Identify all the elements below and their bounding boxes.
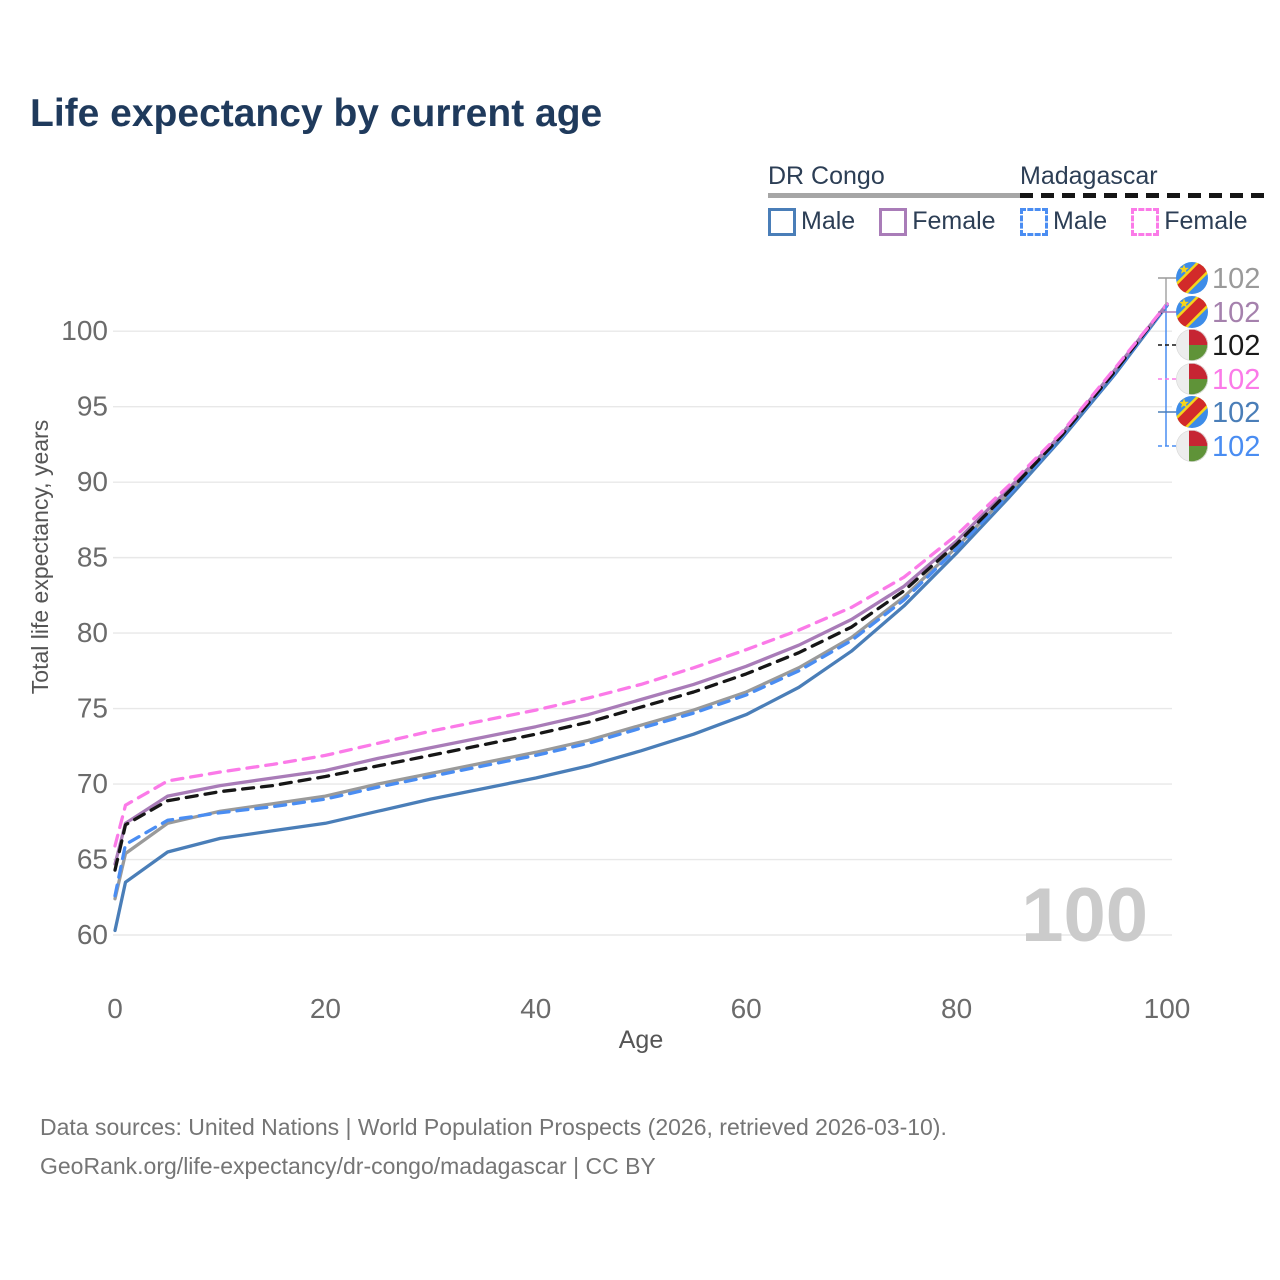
x-tick-label-0: 0 <box>107 993 123 1024</box>
endpoint-label-dr-congo: 102 <box>1212 263 1260 295</box>
y-tick-label-95: 95 <box>77 391 108 422</box>
legend-underline-dashed <box>1020 193 1272 198</box>
series-line-dr-congo[interactable] <box>113 303 1169 901</box>
series-line-madagascar[interactable] <box>113 302 1169 872</box>
y-tick-label-75: 75 <box>77 693 108 724</box>
watermark-age-counter: 100 <box>1021 873 1148 958</box>
y-tick-label-100: 100 <box>61 315 108 346</box>
flag-icon-madagascar <box>1176 329 1208 361</box>
legend-group-title: Madagascar <box>1020 162 1158 190</box>
footer-license-link: GeoRank.org/life-expectancy/dr-congo/mad… <box>40 1153 656 1179</box>
endpoint-label-dr-congo-female: 102 <box>1212 297 1260 329</box>
endpoint-label-madagascar-female: 102 <box>1212 364 1260 396</box>
legend-item-madagascar-male[interactable]: Male <box>1020 207 1107 236</box>
legend-item-dr-congo-female[interactable]: Female <box>879 207 996 236</box>
legend-item-madagascar-female[interactable]: Female <box>1131 207 1248 236</box>
x-tick-label-80: 80 <box>941 993 972 1024</box>
legend-item-label: Male <box>1053 207 1108 235</box>
legend-group-title: DR Congo <box>768 162 885 190</box>
flag-icon-madagascar <box>1176 430 1208 462</box>
legend-item-label: Male <box>801 207 856 235</box>
series-line-madagascar-male[interactable] <box>113 303 1169 898</box>
legend-group-madagascar: Madagascar Male Female <box>1020 163 1272 236</box>
y-tick-label-85: 85 <box>77 542 108 573</box>
x-tick-label-40: 40 <box>520 993 551 1024</box>
footer-attribution: Data sources: United Nations | World Pop… <box>40 1108 947 1186</box>
endpoint-label-madagascar: 102 <box>1212 330 1260 362</box>
legend-item-dr-congo-male[interactable]: Male <box>768 207 855 236</box>
series-line-dr-congo-female[interactable] <box>113 302 1169 866</box>
x-tick-label-60: 60 <box>731 993 762 1024</box>
flag-icon-madagascar <box>1176 363 1208 395</box>
y-tick-label-60: 60 <box>77 919 108 950</box>
legend-swatch-solid <box>879 207 908 236</box>
y-axis-title: Total life expectancy, years <box>27 420 53 694</box>
legend-underline-solid <box>768 193 1020 198</box>
legend-item-label: Female <box>912 207 996 235</box>
endpoint-label-madagascar-male: 102 <box>1212 431 1260 463</box>
series-line-dr-congo-male[interactable] <box>113 303 1169 933</box>
page-title: Life expectancy by current age <box>30 92 603 135</box>
footer-data-sources: Data sources: United Nations | World Pop… <box>40 1114 947 1140</box>
y-tick-label-65: 65 <box>77 844 108 875</box>
endpoint-label-dr-congo-male: 102 <box>1212 397 1260 429</box>
y-tick-label-90: 90 <box>77 466 108 497</box>
legend-group-dr-congo: DR Congo Male Female <box>768 163 1020 236</box>
x-tick-label-20: 20 <box>310 993 341 1024</box>
legend-item-label: Female <box>1164 207 1248 235</box>
x-axis-title: Age <box>619 1026 663 1054</box>
series-line-madagascar-female[interactable] <box>113 302 1169 848</box>
legend-swatch-dashed <box>1131 207 1160 236</box>
legend-swatch-solid <box>768 207 796 236</box>
y-tick-label-80: 80 <box>77 617 108 648</box>
x-tick-label-100: 100 <box>1144 993 1191 1024</box>
legend-swatch-dashed <box>1020 207 1048 236</box>
y-tick-label-70: 70 <box>77 768 108 799</box>
